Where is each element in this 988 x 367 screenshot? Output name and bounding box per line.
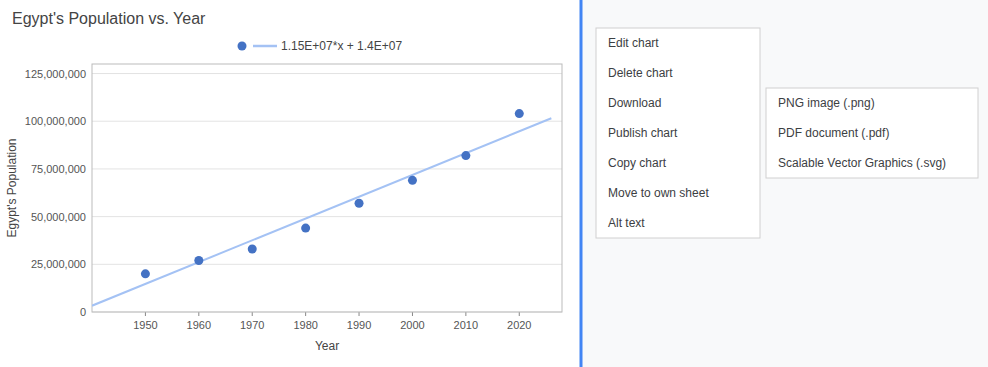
submenu bbox=[766, 88, 978, 178]
x-tick-label: 2020 bbox=[507, 319, 531, 331]
x-tick-label: 1950 bbox=[133, 319, 157, 331]
marks bbox=[92, 109, 551, 306]
scatter-point bbox=[194, 256, 203, 265]
legend: 1.15E+07*x + 1.4E+07 bbox=[238, 39, 403, 53]
x-tick bbox=[198, 312, 199, 316]
legend-swatch bbox=[238, 42, 247, 51]
menu-item: Alt text bbox=[608, 216, 645, 230]
scatter-point bbox=[141, 269, 150, 278]
title: Egypt's Population vs. Year bbox=[12, 10, 206, 27]
legend-swatch bbox=[253, 45, 277, 48]
grid-line bbox=[92, 264, 562, 265]
menu-item: Publish chart bbox=[608, 126, 678, 140]
scatter-point bbox=[301, 224, 310, 233]
scatter-point bbox=[408, 176, 417, 185]
y-tick-label: 75,000,000 bbox=[31, 163, 86, 175]
x-tick bbox=[145, 312, 146, 316]
scatter-point bbox=[248, 245, 257, 254]
y-tick-label: 25,000,000 bbox=[31, 258, 86, 270]
trendline bbox=[92, 118, 551, 305]
panel-edge bbox=[580, 0, 583, 367]
x-tick bbox=[252, 312, 253, 316]
x-tick bbox=[465, 312, 466, 316]
x-axis-label: Year bbox=[315, 339, 339, 353]
scatter-point bbox=[355, 199, 364, 208]
side-panel: Edit chart Delete chart Download Publish ch… bbox=[581, 0, 978, 367]
scatter-point bbox=[461, 151, 470, 160]
menu-item: PNG image (.png) bbox=[778, 96, 875, 110]
x-tick bbox=[519, 312, 520, 316]
x-tick-label: 1970 bbox=[240, 319, 264, 331]
x-tick-label: 1980 bbox=[293, 319, 317, 331]
legend-label: 1.15E+07*x + 1.4E+07 bbox=[281, 39, 402, 53]
x-tick-label: 1990 bbox=[347, 319, 371, 331]
page: Egypt's Population vs. Year 0 25,000,000 50… bbox=[0, 0, 988, 367]
y-axis-label: Egypt's Population bbox=[5, 138, 19, 237]
chart-background bbox=[0, 0, 580, 367]
grid-line bbox=[92, 73, 562, 74]
menu-item: Download bbox=[608, 96, 661, 110]
menu bbox=[596, 28, 760, 238]
menu-item: Move to own sheet bbox=[608, 186, 709, 200]
menu-item: PDF document (.pdf) bbox=[778, 126, 889, 140]
menu-item: Copy chart bbox=[608, 156, 667, 170]
x-tick-label: 1960 bbox=[187, 319, 211, 331]
x-tick bbox=[412, 312, 413, 316]
grid bbox=[92, 74, 562, 312]
grid-line bbox=[92, 168, 562, 169]
y-tick-label: 50,000,000 bbox=[31, 211, 86, 223]
menu-item: Edit chart bbox=[608, 36, 659, 50]
x-tick bbox=[359, 312, 360, 316]
grid-line bbox=[92, 121, 562, 122]
grid-line bbox=[92, 216, 562, 217]
y-tick-label: 125,000,000 bbox=[25, 68, 86, 80]
y-tick-label: 100,000,000 bbox=[25, 115, 86, 127]
scatter-point bbox=[515, 109, 524, 118]
menu-item: Delete chart bbox=[608, 66, 673, 80]
y-tick-label: 0 bbox=[80, 306, 86, 318]
x-tick bbox=[305, 312, 306, 316]
x-tick-label: 2000 bbox=[400, 319, 424, 331]
x-tick-label: 2010 bbox=[454, 319, 478, 331]
menu-item: Scalable Vector Graphics (.svg) bbox=[778, 156, 946, 170]
plot-frame bbox=[92, 64, 562, 312]
